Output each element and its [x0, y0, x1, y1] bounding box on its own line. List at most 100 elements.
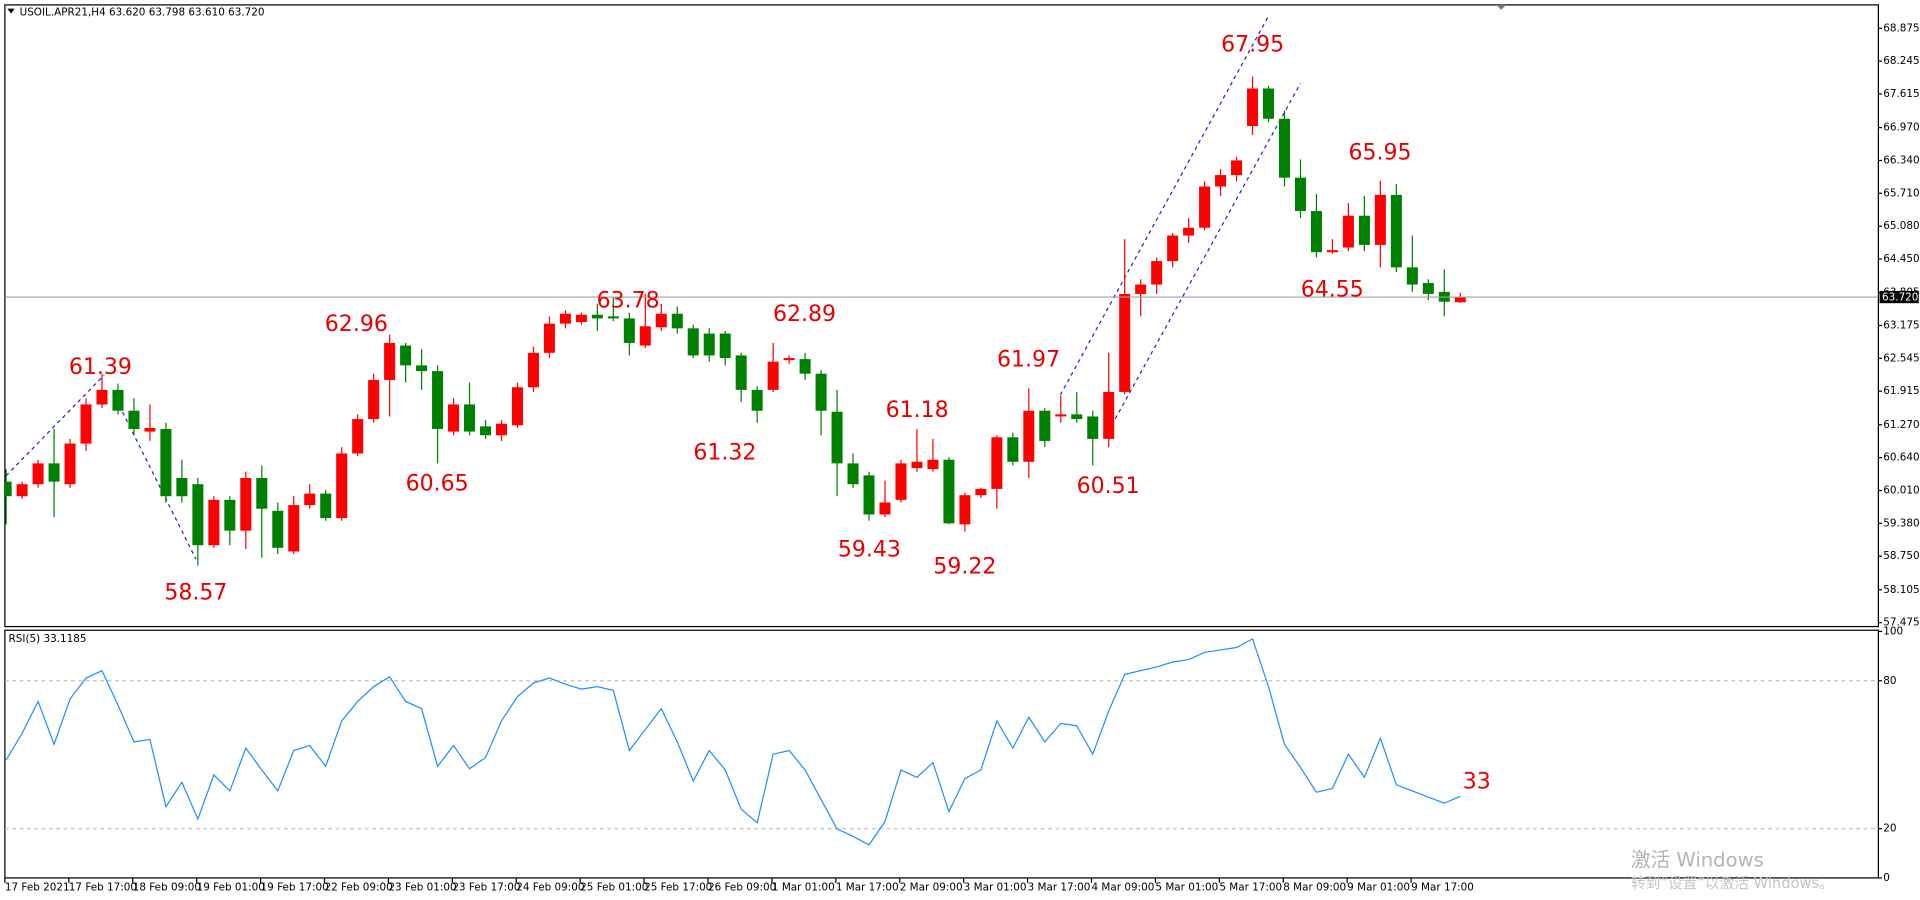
candle-body — [1247, 88, 1259, 127]
candle-body — [1390, 194, 1402, 268]
candle-body — [1326, 250, 1338, 253]
y-tick-label: 80 — [1883, 675, 1896, 687]
candle-body — [815, 373, 827, 411]
candle-body — [416, 365, 428, 372]
candle-body — [1231, 160, 1243, 176]
candle-body — [1119, 293, 1131, 392]
candle-body — [511, 387, 523, 426]
price-annotation: 62.89 — [773, 302, 836, 327]
candle-body — [1151, 261, 1163, 285]
candle-body — [575, 314, 587, 323]
watermark-title: 激活 Windows — [1631, 848, 1764, 871]
price-annotation: 61.39 — [69, 355, 132, 380]
candle-body — [80, 404, 92, 444]
y-tick-label: 68.245 — [1883, 55, 1919, 67]
candle-body — [527, 352, 539, 388]
x-tick-label: 18 Feb 09:00 — [133, 882, 201, 894]
y-tick-label: 61.270 — [1883, 419, 1919, 431]
y-tick-label: 67.615 — [1883, 88, 1919, 100]
candle-body — [4, 481, 12, 497]
candle-body — [1215, 175, 1227, 187]
candle-body — [272, 510, 284, 548]
trend-line — [112, 392, 197, 560]
y-tick-label: 60.010 — [1883, 484, 1919, 496]
x-tick-label: 26 Feb 09:00 — [708, 882, 776, 894]
x-tick-label: 25 Feb 01:00 — [580, 882, 648, 894]
panel-menu-icon[interactable] — [7, 8, 15, 14]
y-tick-label: 20 — [1883, 823, 1896, 835]
candle-body — [655, 313, 667, 328]
y-tick-label: 66.340 — [1883, 154, 1919, 166]
candle-body — [1023, 410, 1035, 462]
current-price-box — [1879, 290, 1919, 304]
y-tick-label: 63.175 — [1883, 319, 1919, 331]
candle-body — [735, 355, 747, 390]
candle-body — [543, 323, 555, 353]
candle-body — [671, 313, 683, 329]
price-annotation: 60.65 — [406, 471, 469, 496]
candle-body — [112, 389, 124, 411]
candle-body — [751, 389, 763, 411]
candle-body — [895, 463, 907, 500]
y-tick-label: 65.080 — [1883, 220, 1919, 232]
x-tick-label: 1 Mar 01:00 — [772, 882, 835, 894]
candle-body — [1422, 282, 1434, 294]
y-tick-label: 64.450 — [1883, 253, 1919, 265]
x-tick-label: 23 Feb 01:00 — [388, 882, 456, 894]
candle-body — [160, 428, 172, 497]
candle-body — [767, 361, 779, 390]
candle-body — [1039, 410, 1051, 441]
candle-body — [192, 484, 204, 546]
price-annotation: 65.95 — [1348, 140, 1411, 165]
candle-body — [1103, 391, 1115, 439]
candle-body — [448, 404, 460, 432]
candle-body — [1183, 227, 1195, 236]
candle-body — [16, 484, 28, 497]
price-annotation: 59.43 — [838, 538, 901, 563]
candle-body — [1135, 284, 1147, 294]
price-annotation: 60.51 — [1077, 474, 1140, 499]
trend-line — [5, 374, 105, 477]
candle-body — [879, 502, 891, 515]
candle-body — [1167, 235, 1179, 262]
candle-body — [831, 411, 843, 464]
candle-body — [176, 477, 188, 497]
candle-body — [320, 493, 332, 519]
candle-body — [288, 505, 300, 552]
candle-body — [432, 371, 444, 429]
price-annotation: 59.22 — [933, 555, 996, 580]
channel-lines — [5, 15, 1301, 560]
price-annotation: 61.32 — [693, 441, 756, 466]
candle-body — [607, 316, 619, 319]
candle-body — [623, 318, 635, 343]
y-tick-label: 0 — [1883, 872, 1890, 884]
candle-body — [1087, 416, 1099, 439]
candle-body — [128, 410, 140, 429]
x-tick-label: 5 Mar 01:00 — [1155, 882, 1218, 894]
candle-body — [1199, 186, 1211, 228]
x-tick-label: 17 Feb 17:00 — [69, 882, 137, 894]
watermark-subtitle: 转到“设置”以激活 Windows。 — [1631, 875, 1834, 892]
x-tick-label: 25 Feb 17:00 — [644, 882, 712, 894]
candle-body — [863, 475, 875, 515]
y-tick-label: 62.545 — [1883, 352, 1919, 364]
rsi-panel-frame — [4, 629, 1879, 879]
price-annotation: 67.95 — [1221, 32, 1284, 57]
price-annotation: 61.97 — [997, 347, 1060, 372]
current-price-label: 63.720 — [1882, 292, 1918, 304]
candle-body — [1342, 215, 1354, 248]
x-tick-label: 4 Mar 09:00 — [1092, 882, 1155, 894]
trend-line — [1059, 15, 1270, 396]
candle-body — [911, 461, 923, 469]
x-tick-label: 3 Mar 01:00 — [964, 882, 1027, 894]
candle-body — [975, 488, 987, 496]
candle-body — [304, 493, 316, 506]
candle-body — [991, 437, 1003, 489]
x-tick-label: 19 Feb 17:00 — [261, 882, 329, 894]
rsi-title: RSI(5) 33.1185 — [9, 633, 87, 645]
candle-body — [480, 426, 492, 436]
x-tick-label: 22 Feb 09:00 — [324, 882, 392, 894]
candle-body — [464, 404, 476, 432]
